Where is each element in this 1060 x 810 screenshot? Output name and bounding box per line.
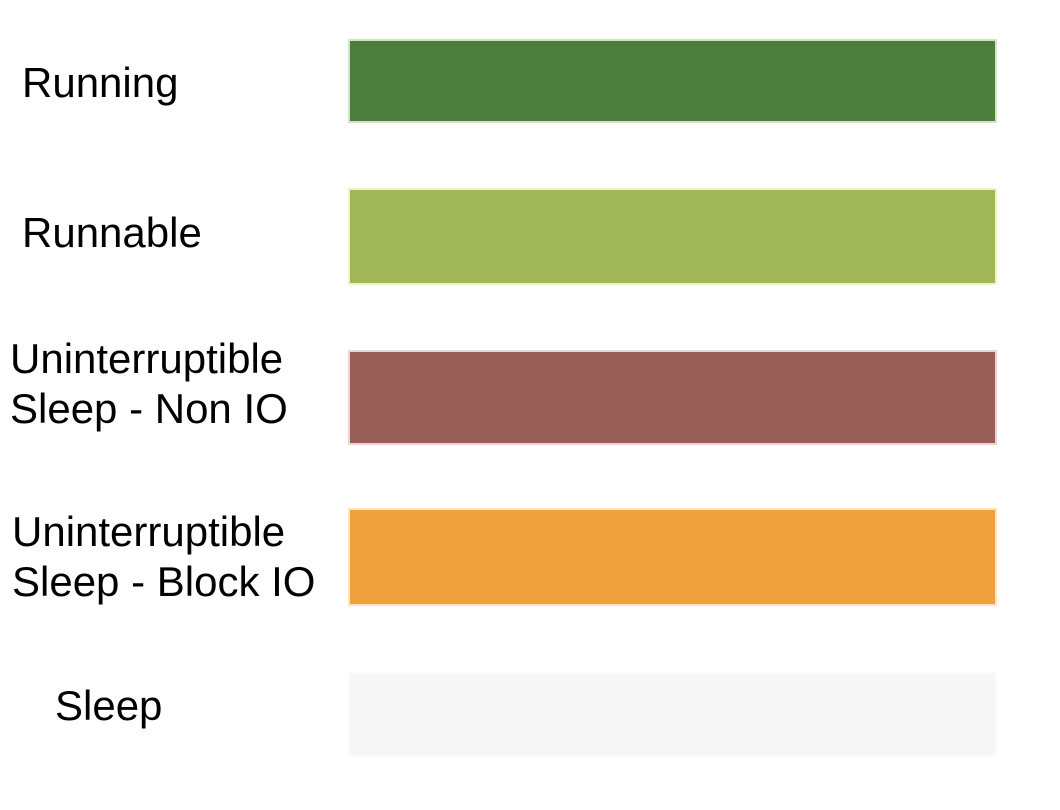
legend-label-running: Running: [22, 59, 179, 106]
legend-label-uninterruptible-sleep-block-io: Uninterruptible Sleep - Block IO: [12, 508, 316, 605]
legend-label-uninterruptible-sleep-non-io: Uninterruptible Sleep - Non IO: [10, 335, 288, 432]
legend-swatch-uninterruptible-sleep-block-io: [348, 508, 997, 606]
legend-swatch-uninterruptible-sleep-non-io: [348, 350, 997, 445]
legend-label-sleep: Sleep: [55, 682, 163, 729]
legend-swatch-runnable: [348, 188, 997, 285]
legend-swatch-running: [348, 39, 997, 123]
legend-label-runnable: Runnable: [22, 209, 202, 256]
legend-swatch-sleep: [348, 672, 997, 757]
